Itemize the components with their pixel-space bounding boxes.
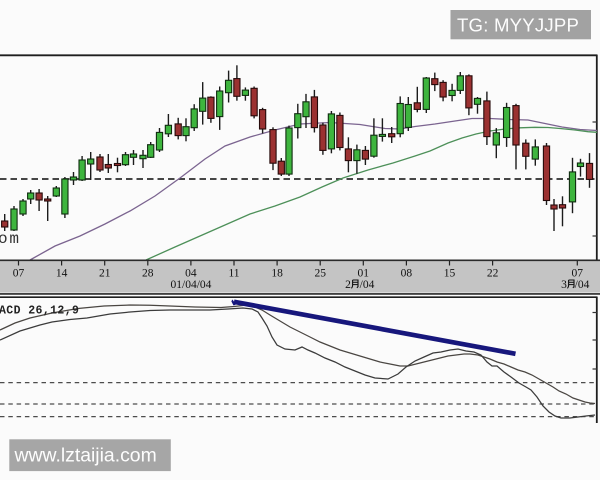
svg-text:18: 18 — [271, 268, 283, 280]
svg-text:07: 07 — [572, 268, 584, 280]
svg-text:ACD 26,12,9: ACD 26,12,9 — [0, 305, 79, 318]
svg-text:04: 04 — [185, 268, 197, 280]
svg-text:14: 14 — [56, 268, 68, 280]
svg-text:TG: MYYJJPP: TG: MYYJJPP — [457, 15, 579, 36]
svg-text:25: 25 — [314, 268, 326, 280]
svg-text:22: 22 — [487, 268, 499, 280]
svg-text:www.lztaijia.com: www.lztaijia.com — [14, 444, 157, 466]
svg-text:08: 08 — [401, 268, 413, 280]
svg-text:2: 2 — [345, 279, 351, 291]
svg-text:15: 15 — [444, 268, 456, 280]
svg-text:01: 01 — [358, 268, 370, 280]
svg-text:3: 3 — [561, 279, 567, 291]
svg-text:07: 07 — [13, 268, 25, 280]
svg-text:11: 11 — [228, 268, 239, 280]
svg-text:/04: /04 — [360, 279, 375, 291]
svg-text:om: om — [0, 230, 21, 248]
svg-text:28: 28 — [142, 268, 154, 280]
svg-text:21: 21 — [99, 268, 111, 280]
svg-text:01/04/04: 01/04/04 — [171, 279, 212, 291]
svg-text:/04: /04 — [575, 279, 590, 291]
